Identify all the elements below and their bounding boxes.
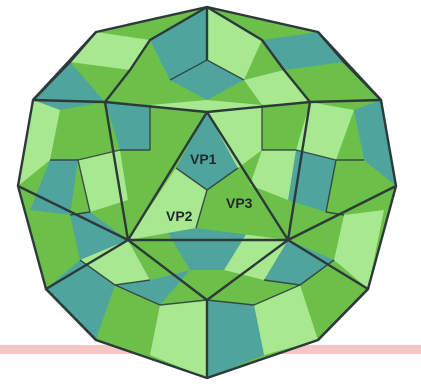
subunit-tile [18,100,60,186]
subunit-tile [165,228,250,270]
vp1-subunit [176,112,238,190]
subunit-tile [150,7,207,80]
subunit-tile [354,100,396,186]
capsid-body [18,7,396,378]
subunit-tile [70,32,150,70]
subunit-tile [105,102,150,150]
vp3-subunit [196,168,288,240]
subunit-tile [115,270,190,305]
subunit-tile [120,150,165,200]
subunit-tile [30,210,80,289]
center-fill-right [207,105,262,168]
subunit-tile [207,7,262,80]
subunit-tile [33,62,105,110]
subunit-tile [80,240,150,285]
subunit-tile [30,160,78,215]
subunit-tile [334,210,384,289]
subunit-tile [254,285,318,355]
subunit-tile [207,300,264,378]
subunit-tile [262,102,310,150]
subunit-tile [96,285,160,355]
subunit-tile [224,270,300,305]
subunit-tile [310,62,381,110]
subunit-tile [264,240,334,285]
subunit-tile [296,102,354,160]
subunit-tile [60,102,120,160]
subunit-tile [150,300,207,378]
subunit-tile [250,150,296,200]
vp3-label: VP3 [226,195,253,211]
subunit-tile [105,70,170,105]
subunit-tile [262,32,344,70]
capsid-inner-lines [50,59,364,306]
subunit-tile [150,100,262,112]
vp1-label: VP1 [190,151,217,167]
subunit-tile [336,160,384,215]
subunit-tile [244,70,310,105]
subunit-tile [190,270,224,300]
vp2-subunit [128,168,207,240]
vp2-label: VP2 [166,208,193,224]
subunit-tile [70,212,128,260]
subunit-tile [288,212,344,260]
subunit-tile [300,260,368,340]
center-fill-left [150,105,207,168]
